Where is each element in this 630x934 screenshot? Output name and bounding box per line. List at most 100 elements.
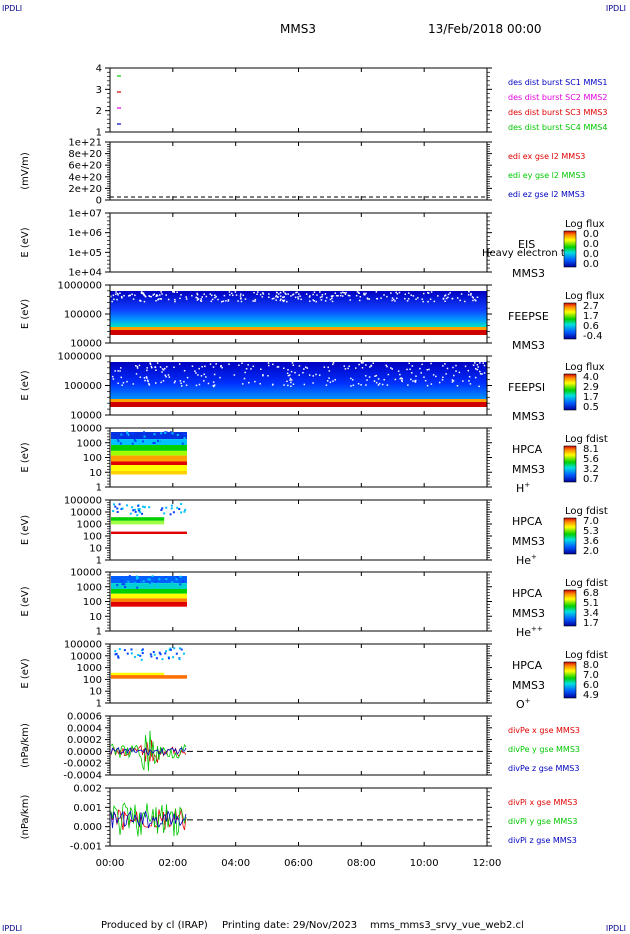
feepse-noise-pixel	[410, 294, 412, 296]
feepse-noise-pixel	[422, 292, 425, 295]
feepse-noise-pixel	[427, 300, 429, 303]
feepsi-noise-pixel	[298, 374, 300, 376]
corner-mark-top-right: IPDLI	[605, 4, 626, 13]
feepsi-ytick-label: 10000	[70, 411, 102, 422]
hpca_hepp-spectral-band	[111, 588, 187, 594]
feepsi-colorbar-tick: 1.7	[583, 392, 599, 403]
feepse-noise-pixel	[240, 300, 243, 303]
feepse-noise-pixel	[282, 300, 285, 303]
hpca_hepp-noise-pixel	[135, 577, 138, 580]
hpca_h-noise-pixel	[117, 440, 120, 443]
eis-colorbar-tick: 0.0	[583, 259, 599, 270]
feepsi-noise-pixel	[197, 374, 199, 376]
feepsi-noise-pixel	[365, 375, 367, 377]
burst-legend-entry: des dist burst SC4 MMS4	[508, 123, 607, 132]
feepse-noise-pixel	[429, 298, 432, 301]
edi-ytick-label: 8e+20	[68, 149, 102, 160]
eis-colorbar	[563, 230, 577, 268]
feepsi-noise-pixel	[365, 384, 367, 386]
divpi-ytick-label: 0.001	[73, 803, 102, 814]
hpca_h-noise-pixel	[135, 441, 138, 444]
feepse-noise-pixel	[430, 291, 433, 293]
feepsi-noise-pixel	[162, 380, 165, 382]
feepsi-noise-pixel	[173, 366, 175, 368]
hpca_o-plot-area	[111, 647, 187, 679]
feepse-noise-pixel	[196, 292, 198, 295]
burst-legend-entry: des dist burst SC1 MMS1	[508, 78, 607, 87]
feepse-noise-pixel	[196, 297, 199, 299]
feepse-noise-pixel	[299, 295, 301, 297]
hpca_o-noise-pixel	[137, 654, 140, 657]
feepse-species: MMS3	[512, 339, 545, 352]
hpca_h-noise-pixel	[120, 433, 123, 436]
feepse-noise-pixel	[342, 291, 344, 294]
feepse-noise-pixel	[227, 300, 229, 302]
divpe-ytick-label: 0.0004	[67, 723, 102, 734]
feepse-noise-pixel	[173, 291, 175, 293]
feepse-noise-pixel	[275, 295, 277, 298]
feepse-noise-pixel	[474, 299, 477, 302]
feepse-colorbar	[563, 302, 577, 340]
feepse-noise-pixel	[331, 300, 334, 303]
feepse-noise-pixel	[210, 300, 213, 303]
feepsi-noise-pixel	[173, 381, 176, 384]
hpca_he-species: MMS3	[512, 535, 545, 548]
feepsi-noise-pixel	[160, 381, 162, 384]
feepse-noise-pixel	[129, 294, 131, 297]
footer-produced-by: Produced by cl (IRAP)	[101, 920, 208, 931]
feepsi-noise-pixel	[267, 362, 270, 364]
divpi-ytick-label: -0.001	[70, 842, 102, 853]
feepse-ytick-label: 10000	[70, 339, 102, 350]
hpca_o-frame	[109, 643, 488, 704]
feepse-noise-pixel	[165, 294, 167, 296]
feepse-noise-pixel	[472, 297, 475, 299]
hpca_o-ytick-label: 1	[96, 699, 102, 710]
hpca_h-noise-pixel	[153, 433, 156, 436]
hpca_he-noise-pixel	[180, 503, 183, 506]
divpe-frame	[109, 715, 488, 776]
feepse-noise-pixel	[203, 293, 205, 295]
feepsi-noise-pixel	[146, 379, 149, 382]
feepse-noise-pixel	[449, 292, 451, 294]
hpca_hepp-noise-pixel	[123, 583, 126, 586]
feepse-noise-pixel	[380, 297, 382, 299]
feepsi-spectrogram	[110, 362, 487, 405]
x-axis-tick-label: 10:00	[410, 858, 439, 869]
feepsi-noise-pixel	[325, 384, 328, 386]
hpca_hepp-spectral-band	[111, 601, 187, 607]
hpca_hepp-noise-pixel	[182, 580, 185, 583]
hpca_o-colorbar-tick: 4.9	[583, 690, 599, 701]
feepse-noise-pixel	[391, 299, 393, 302]
hpca_he-noise-pixel	[120, 508, 123, 511]
feepsi-noise-pixel	[302, 371, 304, 374]
feepse-noise-pixel	[214, 294, 216, 297]
hpca_o-noise-pixel	[134, 655, 137, 658]
feepse-noise-pixel	[344, 293, 347, 295]
feepse-noise-pixel	[140, 292, 143, 294]
feepsi-instrument: FEEPSI	[508, 381, 545, 394]
feepse-noise-pixel	[444, 300, 446, 302]
feepse-colorbar-tick: 0.6	[583, 321, 599, 332]
feepse-noise-pixel	[476, 296, 479, 299]
burst-legend-entry: des dist burst SC2 MMS2	[508, 93, 607, 102]
hpca_he-ytick-label: 100	[83, 532, 102, 543]
feepse-noise-pixel	[252, 300, 254, 302]
feepsi-noise-pixel	[122, 381, 125, 384]
feepsi-noise-pixel	[212, 381, 215, 383]
feepse-noise-pixel	[325, 296, 328, 299]
feepsi-noise-pixel	[119, 370, 121, 372]
feepse-spectrogram	[110, 291, 487, 333]
hpca_h-species: MMS3	[512, 463, 545, 476]
feepsi-noise-pixel	[220, 365, 222, 368]
feepsi-colorbar-tick: 2.9	[583, 382, 599, 393]
feepsi-noise-pixel	[126, 380, 128, 383]
burst-ytick-label: 1	[96, 128, 102, 139]
feepsi-noise-pixel	[326, 380, 329, 382]
feepsi-noise-pixel	[238, 364, 240, 367]
feepse-noise-pixel	[282, 299, 284, 302]
feepsi-noise-pixel	[312, 375, 315, 377]
hpca_h-noise-pixel	[141, 440, 144, 443]
feepsi-noise-pixel	[414, 380, 416, 382]
feepsi-noise-pixel	[135, 364, 137, 367]
hpca_o-noise-pixel	[169, 647, 172, 650]
